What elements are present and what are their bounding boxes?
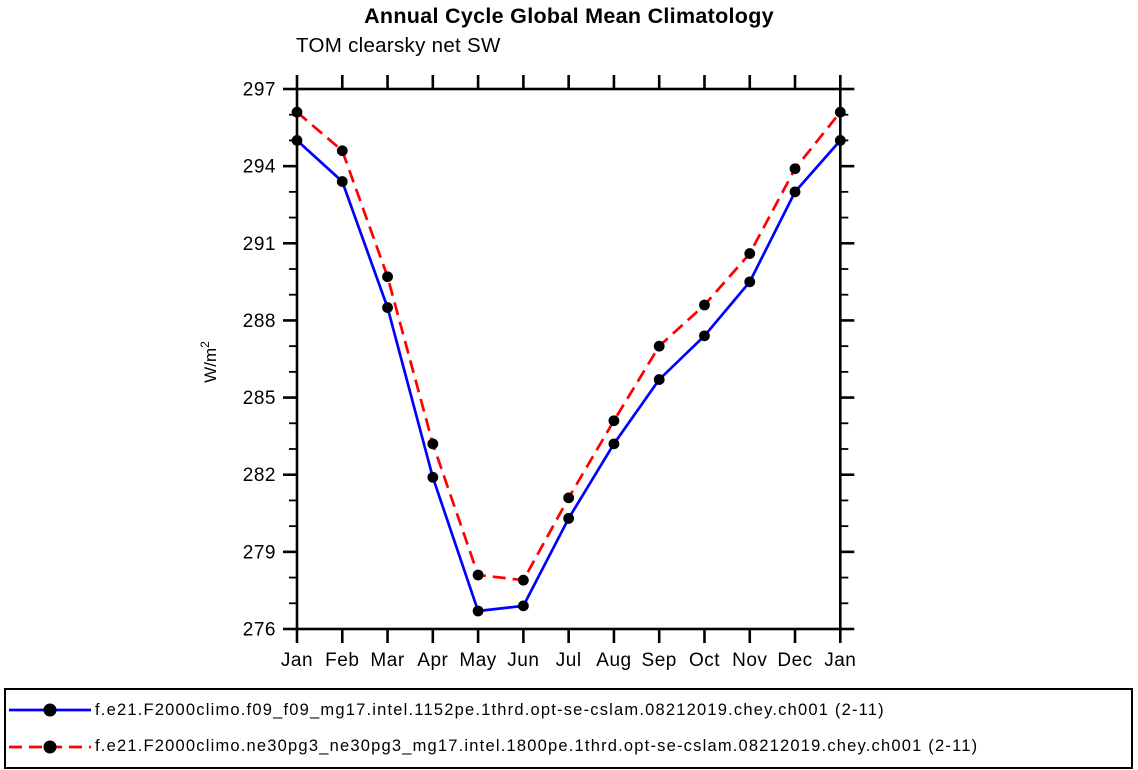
- data-point-marker: [653, 340, 665, 352]
- series-line-0: [296, 139, 842, 613]
- x-tick-label: Aug: [596, 650, 631, 671]
- x-tick-label: Dec: [777, 650, 812, 671]
- y-tick-label: 276: [243, 620, 276, 641]
- data-point-marker: [427, 438, 439, 450]
- x-tick-label: Sep: [642, 650, 677, 671]
- legend: f.e21.F2000climo.f09_f09_mg17.intel.1152…: [4, 688, 1133, 769]
- data-point-marker: [517, 574, 529, 586]
- data-point-marker: [427, 471, 439, 483]
- data-point-marker: [291, 106, 303, 118]
- data-point-marker: [382, 271, 393, 283]
- data-point-marker: [744, 276, 756, 288]
- data-point-marker: [653, 374, 665, 385]
- plot-frame: [295, 87, 842, 631]
- y-tick-label: 294: [243, 157, 276, 178]
- data-point-marker: [563, 513, 575, 524]
- data-point-marker: [608, 415, 620, 427]
- legend-line-sample-solid: [9, 703, 91, 717]
- data-point-marker: [472, 569, 484, 581]
- data-point-marker: [563, 492, 575, 504]
- y-axis: 276 279 282 285 288 291 294 297: [243, 80, 855, 641]
- legend-line-sample-dashed: [9, 740, 91, 754]
- x-tick-label: Jul: [556, 650, 582, 671]
- plot-area: Jan Feb Mar Apr May Jun Jul Aug Sep Oct Nov Dec Jan2…: [198, 75, 856, 671]
- x-tick-label: Mar: [370, 650, 404, 671]
- data-point-marker: [744, 248, 756, 259]
- legend-label-ne30pg3: f.e21.F2000climo.ne30pg3_ne30pg3_mg17.in…: [95, 737, 979, 756]
- x-tick-label: Jun: [507, 650, 539, 671]
- x-tick-label: Oct: [689, 650, 720, 671]
- data-point-marker: [336, 145, 348, 157]
- data-point-marker: [472, 605, 484, 617]
- y-axis-title: W/m2: [198, 341, 220, 383]
- data-point-marker: [291, 135, 303, 146]
- data-point-marker: [699, 330, 710, 342]
- y-tick-label: 282: [243, 465, 276, 486]
- data-point-marker: [336, 176, 348, 187]
- data-point-marker: [789, 186, 801, 198]
- y-tick-label: 288: [243, 311, 276, 332]
- legend-row-ne30pg3: f.e21.F2000climo.ne30pg3_ne30pg3_mg17.in…: [6, 730, 1131, 764]
- legend-label-f09: f.e21.F2000climo.f09_f09_mg17.intel.1152…: [95, 700, 885, 719]
- series-line-1: [296, 111, 842, 582]
- x-tick-label: Feb: [325, 650, 359, 671]
- data-point-marker: [608, 438, 620, 450]
- y-tick-label: 291: [243, 234, 276, 255]
- legend-row-f09: f.e21.F2000climo.f09_f09_mg17.intel.1152…: [6, 693, 1131, 727]
- data-point-marker: [517, 600, 529, 612]
- data-point-marker: [834, 135, 846, 146]
- x-tick-label: May: [459, 650, 496, 671]
- data-point-marker: [834, 106, 846, 118]
- y-tick-label: 279: [243, 542, 276, 563]
- series-markers-0: [291, 135, 846, 617]
- y-tick-label: 285: [243, 388, 276, 409]
- x-tick-label: Apr: [417, 650, 448, 671]
- data-point-marker: [789, 163, 801, 175]
- x-tick-label: Nov: [732, 650, 767, 671]
- data-point-marker: [382, 302, 393, 313]
- series-markers-1: [291, 106, 846, 586]
- chart-title: Annual Cycle Global Mean Climatology: [364, 4, 774, 28]
- data-point-marker: [699, 299, 710, 311]
- x-axis: Jan Feb Mar Apr May Jun Jul Aug Sep Oct Nov Dec Jan: [281, 75, 856, 671]
- x-tick-label: Jan: [824, 650, 856, 671]
- y-tick-label: 297: [243, 80, 276, 101]
- x-tick-label: Jan: [281, 650, 313, 671]
- chart-subtitle: TOM clearsky net SW: [296, 34, 501, 57]
